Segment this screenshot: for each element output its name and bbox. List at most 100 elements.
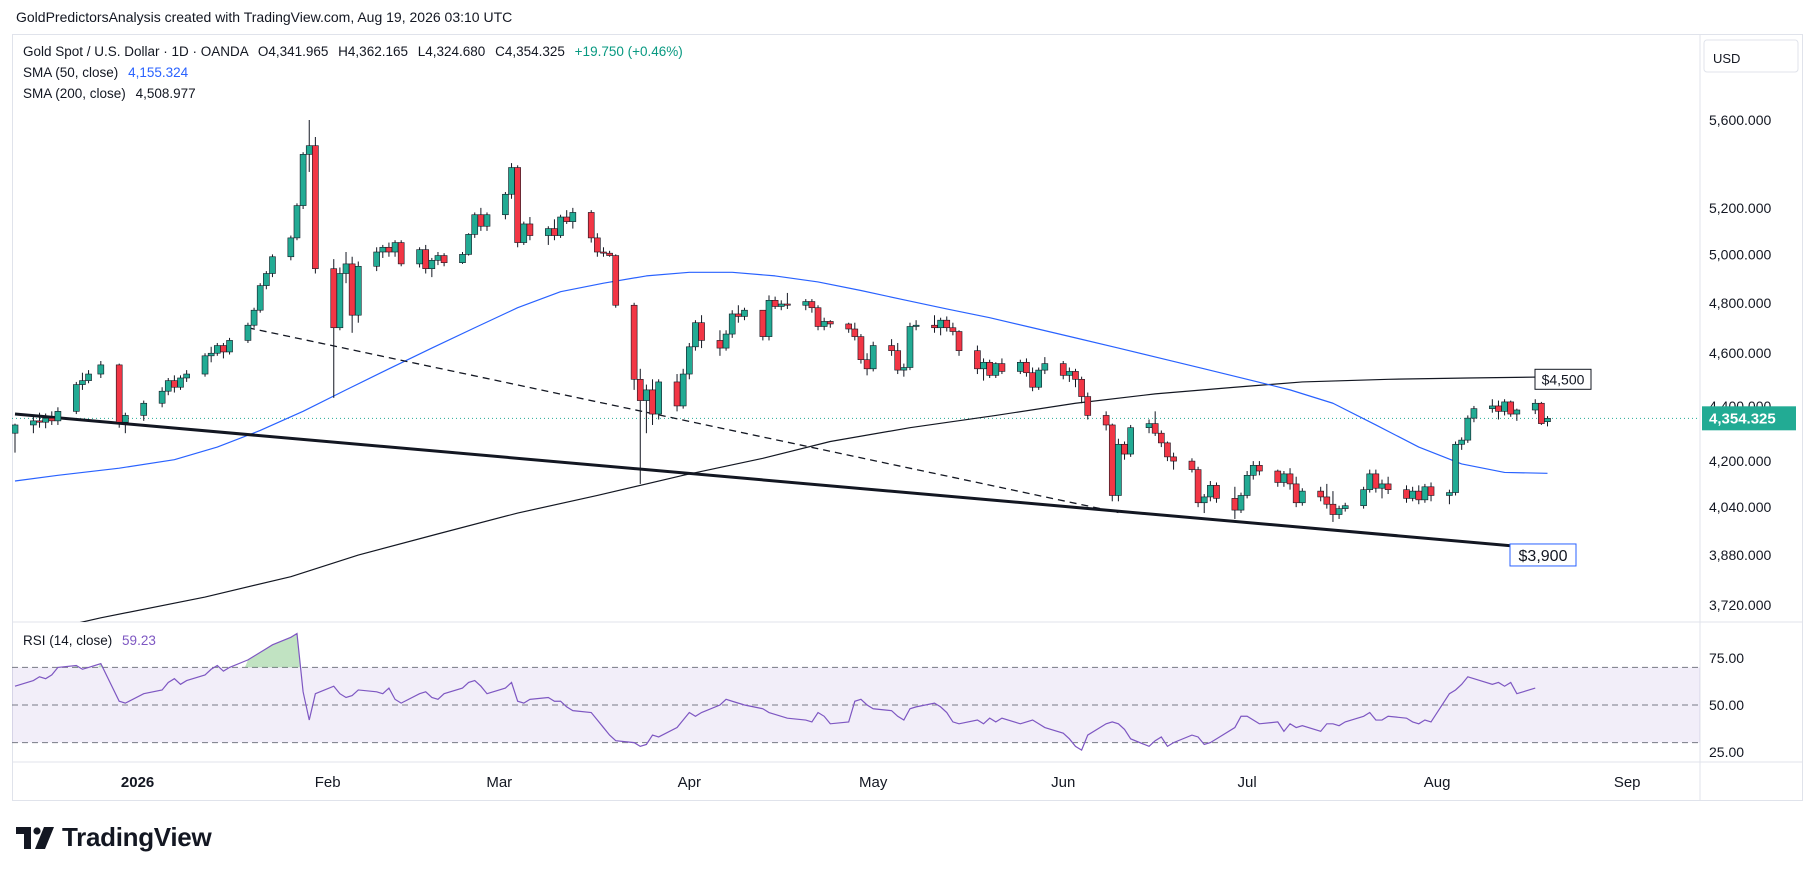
candle-body [244, 324, 252, 341]
candle [379, 244, 387, 258]
candle-body [955, 331, 963, 351]
candle [986, 359, 993, 378]
candle-body [428, 260, 436, 269]
rsi-line [14, 632, 1536, 752]
candle-body [563, 216, 571, 222]
resistance-box [1534, 368, 1592, 390]
candle [1059, 360, 1067, 380]
candle [1207, 481, 1214, 502]
candle-body [606, 252, 613, 256]
candle [735, 305, 742, 323]
candle-body [1446, 492, 1453, 496]
candle-body [685, 346, 693, 375]
candle [912, 320, 920, 331]
candle [980, 358, 987, 381]
rsi-tick-label: 25.00 [1709, 744, 1744, 760]
candle-body [1035, 369, 1043, 388]
candle [342, 252, 350, 284]
candle [741, 307, 748, 321]
candle [1513, 408, 1521, 421]
candle-body [1017, 361, 1024, 372]
chart-attribution: GoldPredictorsAnalysis created with Trad… [16, 9, 513, 25]
candle [244, 322, 252, 343]
candle-body [545, 228, 552, 236]
candle-body [679, 373, 687, 407]
candle-body [1366, 473, 1374, 490]
candle [1158, 430, 1165, 448]
candle [1145, 419, 1153, 434]
candle [814, 305, 822, 331]
current-price-label: 4,354.325 [1709, 410, 1776, 427]
candle-body [906, 326, 914, 368]
candle [820, 317, 828, 331]
candle [765, 295, 773, 341]
candle-body [201, 355, 209, 375]
candle-body [1213, 485, 1220, 499]
time-tick-label: Jul [1238, 774, 1257, 791]
candle-body [869, 345, 877, 370]
candle [955, 330, 963, 356]
candle [845, 322, 852, 333]
candle [201, 353, 209, 377]
support-trendline [14, 412, 1548, 551]
ohlc-close: C4,354.325 [495, 44, 565, 59]
candle [520, 221, 528, 245]
currency-selector[interactable]: USD [1713, 51, 1741, 66]
candle-body [851, 328, 859, 337]
candle-body [299, 154, 307, 206]
candle [1464, 415, 1472, 443]
candle [888, 339, 895, 356]
candle [937, 317, 944, 336]
candle [220, 342, 227, 359]
time-tick-label: 2026 [121, 774, 154, 791]
candle [1200, 494, 1208, 514]
candle-body [397, 242, 405, 265]
candle [1531, 399, 1539, 415]
candle-body [1115, 443, 1122, 496]
symbol-title[interactable]: Gold Spot / U.S. Dollar · 1D · OANDA [23, 44, 249, 59]
candle-body [692, 322, 699, 348]
rsi-legend[interactable]: RSI (14, close) 59.23 [23, 633, 156, 648]
candle [1427, 482, 1435, 502]
candle [636, 368, 644, 484]
candle [869, 341, 877, 372]
candle [213, 342, 221, 356]
candle-body [1427, 486, 1435, 496]
candle-body [391, 242, 399, 253]
candle-body [1078, 378, 1085, 397]
sma200-legend[interactable]: SMA (200, close) 4,508.977 [23, 86, 196, 101]
candle-body [465, 234, 472, 255]
candle [612, 254, 620, 308]
support-label: $3,900 [1519, 548, 1568, 565]
candle [1280, 471, 1288, 487]
candle-body [213, 345, 221, 354]
candle [1544, 416, 1551, 427]
candle [1127, 424, 1134, 457]
candle-body [12, 424, 19, 434]
candle-body [30, 420, 37, 426]
candle [1121, 441, 1128, 460]
sma50-legend[interactable]: SMA (50, close) 4,155.324 [23, 65, 188, 80]
candle [949, 322, 957, 336]
candle-body [79, 380, 86, 385]
candle [1335, 505, 1343, 519]
candle [1017, 359, 1024, 375]
candle-body [937, 319, 944, 329]
candle [594, 233, 601, 257]
ohlc-high: H4,362.165 [338, 44, 408, 59]
price-tick-label: 5,600.000 [1709, 112, 1771, 128]
candle-body [1127, 427, 1134, 455]
sma50-value: 4,155.324 [128, 65, 189, 80]
candle-body [1513, 409, 1521, 415]
rsi-value: 59.23 [122, 633, 156, 648]
candle [974, 345, 981, 375]
candle [863, 353, 871, 376]
time-tick-label: Feb [315, 774, 341, 791]
candle-body [771, 300, 779, 307]
candle-body [287, 237, 295, 258]
candle [857, 334, 865, 364]
candle-body [980, 361, 987, 370]
candle [1115, 438, 1122, 502]
candle-body [312, 145, 319, 269]
